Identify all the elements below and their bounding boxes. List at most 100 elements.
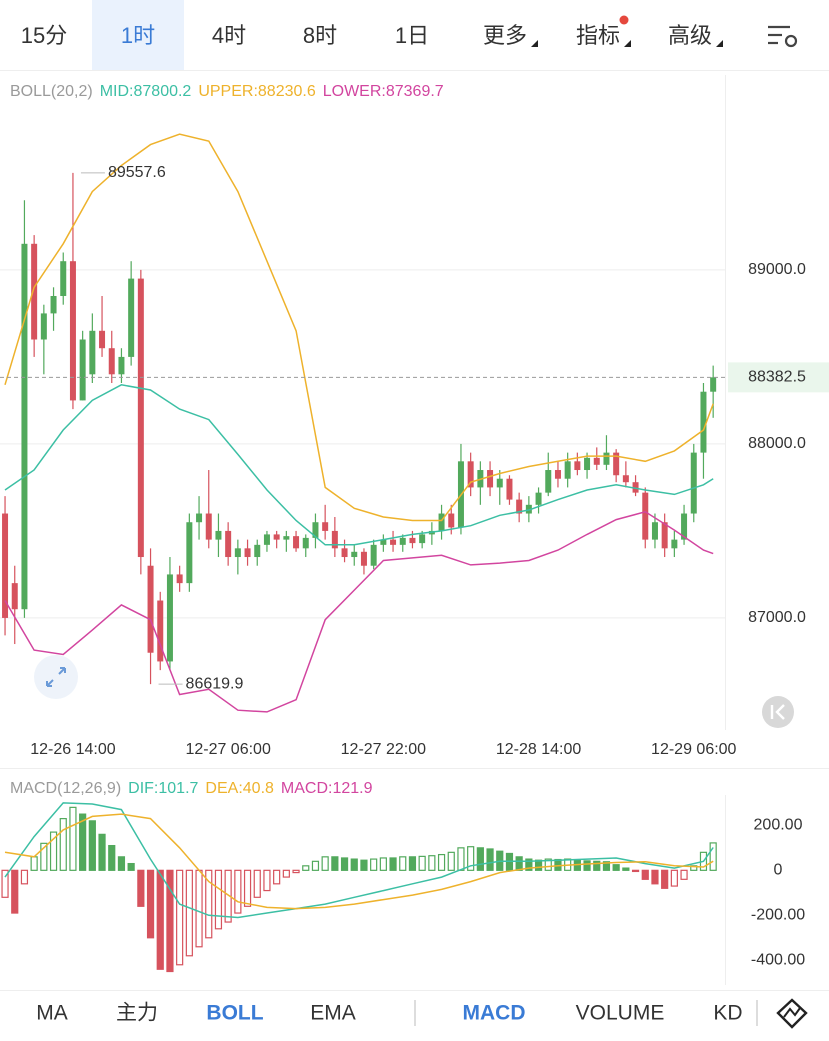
candle-body [642, 492, 649, 540]
y-tick-label: 87000.0 [748, 609, 806, 626]
tab[interactable]: 1日 [395, 23, 429, 48]
macd-bar [583, 860, 591, 871]
indicator-tab[interactable]: MACD [463, 1002, 526, 1025]
macd-bar [360, 859, 368, 871]
macd-bar [370, 858, 378, 871]
y-tick-label: 200.00 [754, 817, 803, 834]
candle-body [225, 530, 232, 558]
candle-body [554, 470, 561, 479]
expand-button[interactable] [34, 655, 78, 699]
candle-body [244, 548, 251, 558]
candle-body [31, 243, 38, 340]
candle-body [535, 492, 542, 505]
indicator-tab[interactable]: VOLUME [576, 1002, 665, 1025]
macd-bar [49, 831, 58, 871]
macd-bar [88, 820, 96, 871]
tab[interactable]: 指标 [576, 23, 620, 48]
tab[interactable]: 高级 [668, 23, 712, 48]
tab[interactable]: 8时 [303, 23, 337, 48]
macd-bar [243, 869, 252, 907]
settings-icon[interactable] [768, 25, 798, 48]
tab[interactable]: 1时 [121, 23, 155, 48]
scroll-start-button[interactable] [762, 696, 794, 728]
macd-bar [447, 851, 455, 871]
macd-bar [195, 869, 203, 948]
candle-body [690, 452, 697, 514]
macd-bar [593, 860, 601, 871]
indicator-tab[interactable]: 主力 [116, 1002, 158, 1025]
macd-bar [389, 857, 397, 871]
candle-body [564, 461, 571, 479]
candle-body [351, 551, 358, 558]
macd-bar [234, 869, 242, 914]
tab[interactable]: 更多 [483, 23, 527, 48]
dropdown-caret [624, 40, 631, 47]
macd-bar [602, 861, 611, 871]
indicator-tab[interactable]: BOLL [206, 1002, 263, 1025]
tab[interactable]: 4时 [212, 23, 246, 48]
macd-bar [428, 855, 436, 871]
macd-bar [311, 860, 320, 871]
candle-body [89, 330, 96, 375]
candle-body [108, 348, 115, 375]
macd-bar [11, 869, 19, 914]
selected-tab-bg [92, 0, 184, 70]
candle-body [254, 544, 261, 558]
draw-icon[interactable] [776, 998, 808, 1029]
candle-body [341, 548, 348, 558]
indicator-header: DIF:101.7 [128, 780, 198, 797]
candle-body [196, 513, 203, 523]
indicator-tab[interactable]: MA [36, 1002, 68, 1025]
candle-body [128, 278, 135, 357]
macd-bar [525, 858, 533, 871]
macd-bar [641, 869, 649, 880]
extreme-label: 86619.9 [186, 675, 244, 692]
candle-body [613, 452, 620, 476]
indicator-tab[interactable]: EMA [310, 1002, 356, 1025]
candle-body [448, 513, 455, 528]
macd-bar [622, 867, 630, 871]
candle-body [419, 534, 426, 544]
candle-body [593, 457, 600, 465]
candle-body [263, 534, 270, 545]
macd-bar [108, 844, 116, 871]
candle-body [370, 544, 377, 566]
candle-body [661, 522, 668, 549]
candle-body [331, 530, 338, 549]
candle-body [2, 513, 9, 618]
tab[interactable]: 15分 [21, 23, 67, 48]
y-tick-label: 0 [774, 862, 783, 879]
candle-body [137, 278, 144, 558]
indicator-tab[interactable]: KD [713, 1002, 742, 1025]
candle-body [506, 478, 513, 500]
extreme-label: 89557.6 [108, 164, 166, 181]
macd-bar [651, 869, 659, 885]
candle-body [215, 530, 222, 540]
candle-body [302, 537, 309, 549]
dropdown-caret [531, 40, 538, 47]
indicator-header: MID:87800.2 [100, 83, 192, 100]
macd-bar [476, 847, 484, 871]
notify-dot [619, 15, 629, 25]
x-tick-label: 12-27 06:00 [185, 741, 271, 758]
macd-line [4, 802, 714, 919]
macd-bar [59, 818, 67, 871]
candle-body [186, 522, 193, 584]
macd-bar [40, 842, 48, 871]
candle-body [390, 539, 397, 545]
macd-bar [1, 869, 9, 898]
candle-body [574, 461, 581, 471]
macd-bar [176, 869, 184, 966]
candle-body [157, 600, 164, 662]
macd-bar [709, 842, 717, 871]
macd-bar [379, 857, 387, 871]
macd-bar [30, 856, 38, 871]
candle-body [283, 536, 290, 540]
indicator-header: DEA:40.8 [205, 780, 274, 797]
macd-bar [214, 869, 223, 930]
indicator-header: LOWER:87369.7 [323, 83, 444, 100]
last-price-label: 88382.5 [748, 369, 806, 386]
x-tick-label: 12-27 22:00 [341, 741, 427, 758]
macd-bar [282, 869, 290, 878]
